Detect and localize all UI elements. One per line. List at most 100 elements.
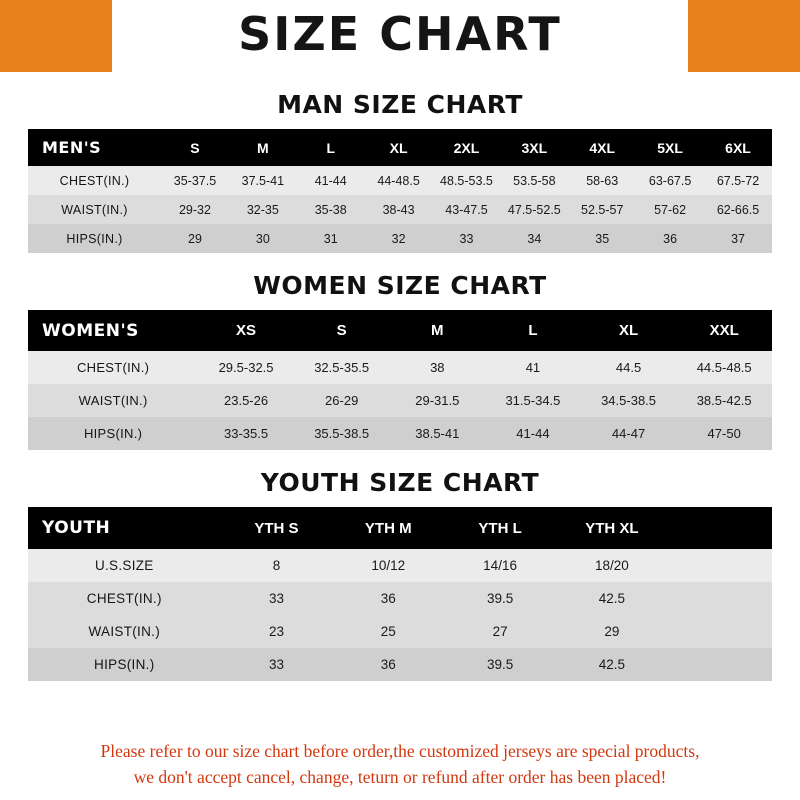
youth-col-header: YTH S — [220, 507, 333, 549]
footer-note-line-1: Please refer to our size chart before or… — [100, 741, 700, 762]
men-col-header: XL — [364, 129, 433, 166]
men-cell: 53.5-58 — [500, 166, 569, 195]
men-cell: 31 — [296, 224, 365, 253]
women-col-header: XS — [198, 310, 294, 351]
women-col-header: S — [293, 310, 390, 351]
men-corner-header: MEN'S — [28, 129, 162, 166]
youth-col-header: YTH XL — [555, 507, 668, 549]
women-table-body: CHEST(IN.) 29.5-32.5 32.5-35.5 38 41 44.… — [28, 351, 772, 450]
women-row-label: HIPS(IN.) — [28, 417, 199, 450]
men-cell: 63-67.5 — [636, 166, 705, 195]
table-row: HIPS(IN.) 33-35.5 35.5-38.5 38.5-41 41-4… — [28, 417, 772, 450]
youth-cell: 36 — [332, 582, 445, 615]
youth-cell-empty — [667, 582, 772, 615]
youth-row-label: CHEST(IN.) — [28, 582, 221, 615]
table-row: WAIST(IN.) 23.5-26 26-29 29-31.5 31.5-34… — [28, 384, 772, 417]
men-cell: 35 — [568, 224, 637, 253]
women-cell: 44.5 — [580, 351, 677, 384]
men-col-header: 3XL — [500, 129, 569, 166]
youth-cell-empty — [667, 549, 772, 582]
men-cell: 47.5-52.5 — [500, 195, 569, 224]
youth-row-label: HIPS(IN.) — [28, 648, 221, 681]
youth-col-header: YTH M — [332, 507, 445, 549]
women-cell: 38.5-42.5 — [676, 384, 772, 417]
men-row-label: WAIST(IN.) — [28, 195, 162, 224]
youth-section: YOUTH SIZE CHART YOUTH YTH S YTH M YTH L… — [0, 468, 800, 681]
youth-col-header: YTH L — [444, 507, 556, 549]
women-cell: 29.5-32.5 — [198, 351, 294, 384]
youth-table-head: YOUTH YTH S YTH M YTH L YTH XL — [28, 507, 772, 549]
men-row-label: CHEST(IN.) — [28, 166, 162, 195]
women-cell: 47-50 — [676, 417, 772, 450]
men-cell: 58-63 — [568, 166, 637, 195]
men-header-row: MEN'S S M L XL 2XL 3XL 4XL 5XL 6XL — [28, 129, 772, 166]
women-row-label: CHEST(IN.) — [28, 351, 199, 384]
women-cell: 44.5-48.5 — [676, 351, 772, 384]
men-cell: 29-32 — [161, 195, 229, 224]
men-col-header: L — [296, 129, 365, 166]
women-section-title: WOMEN SIZE CHART — [253, 271, 547, 300]
youth-cell: 39.5 — [444, 582, 556, 615]
men-table-head: MEN'S S M L XL 2XL 3XL 4XL 5XL 6XL — [28, 129, 772, 166]
youth-cell: 42.5 — [555, 582, 668, 615]
men-cell: 38-43 — [364, 195, 433, 224]
men-col-header: 4XL — [568, 129, 637, 166]
men-cell: 52.5-57 — [568, 195, 637, 224]
youth-cell: 29 — [555, 615, 668, 648]
women-cell: 31.5-34.5 — [485, 384, 581, 417]
women-cell: 41-44 — [485, 417, 581, 450]
men-cell: 57-62 — [636, 195, 705, 224]
table-row: CHEST(IN.) 33 36 39.5 42.5 — [28, 582, 772, 615]
women-cell: 35.5-38.5 — [293, 417, 390, 450]
youth-table-body: U.S.SIZE 8 10/12 14/16 18/20 CHEST(IN.) … — [28, 549, 772, 681]
men-cell: 37 — [704, 224, 772, 253]
youth-cell: 14/16 — [444, 549, 556, 582]
table-row: HIPS(IN.) 33 36 39.5 42.5 — [28, 648, 772, 681]
youth-cell: 23 — [220, 615, 333, 648]
youth-cell-empty — [667, 615, 772, 648]
men-col-header: 2XL — [432, 129, 501, 166]
women-cell: 26-29 — [293, 384, 390, 417]
women-section: WOMEN SIZE CHART WOMEN'S XS S M L XL XXL… — [0, 271, 800, 450]
women-cell: 38 — [389, 351, 486, 384]
youth-cell: 8 — [220, 549, 333, 582]
women-cell: 32.5-35.5 — [293, 351, 390, 384]
men-cell: 32 — [364, 224, 433, 253]
women-cell: 38.5-41 — [389, 417, 486, 450]
table-row: CHEST(IN.) 35-37.5 37.5-41 41-44 44-48.5… — [28, 166, 772, 195]
men-col-header: S — [161, 129, 229, 166]
youth-cell: 10/12 — [332, 549, 445, 582]
women-cell: 29-31.5 — [389, 384, 486, 417]
men-row-label: HIPS(IN.) — [28, 224, 162, 253]
youth-row-label: U.S.SIZE — [28, 549, 221, 582]
table-row: WAIST(IN.) 23 25 27 29 — [28, 615, 772, 648]
youth-cell: 33 — [220, 648, 333, 681]
women-cell: 44-47 — [580, 417, 677, 450]
youth-cell: 18/20 — [555, 549, 668, 582]
men-col-header: M — [228, 129, 297, 166]
men-cell: 32-35 — [228, 195, 297, 224]
footer-note: Please refer to our size chart before or… — [0, 739, 800, 800]
women-cell: 33-35.5 — [198, 417, 294, 450]
header-banner-inner: SIZE CHART — [112, 0, 688, 72]
youth-size-table: YOUTH YTH S YTH M YTH L YTH XL U.S.SIZE … — [28, 507, 772, 681]
youth-header-row: YOUTH YTH S YTH M YTH L YTH XL — [28, 507, 772, 549]
men-table-body: CHEST(IN.) 35-37.5 37.5-41 41-44 44-48.5… — [28, 166, 772, 253]
men-cell: 35-38 — [296, 195, 365, 224]
women-size-table: WOMEN'S XS S M L XL XXL CHEST(IN.) 29.5-… — [28, 310, 772, 450]
men-cell: 36 — [636, 224, 705, 253]
men-cell: 44-48.5 — [364, 166, 433, 195]
men-cell: 37.5-41 — [228, 166, 297, 195]
footer-note-line-2: we don't accept cancel, change, teturn o… — [133, 766, 667, 787]
youth-cell: 39.5 — [444, 648, 556, 681]
men-cell: 34 — [500, 224, 569, 253]
men-col-header: 5XL — [636, 129, 705, 166]
men-col-header: 6XL — [704, 129, 772, 166]
header-banner: SIZE CHART — [0, 0, 800, 72]
men-cell: 30 — [228, 224, 297, 253]
men-cell: 41-44 — [296, 166, 365, 195]
youth-cell-empty — [667, 648, 772, 681]
men-section: MAN SIZE CHART MEN'S S M L XL 2XL 3XL 4X… — [0, 90, 800, 253]
men-cell: 29 — [161, 224, 229, 253]
women-corner-header: WOMEN'S — [28, 310, 199, 351]
